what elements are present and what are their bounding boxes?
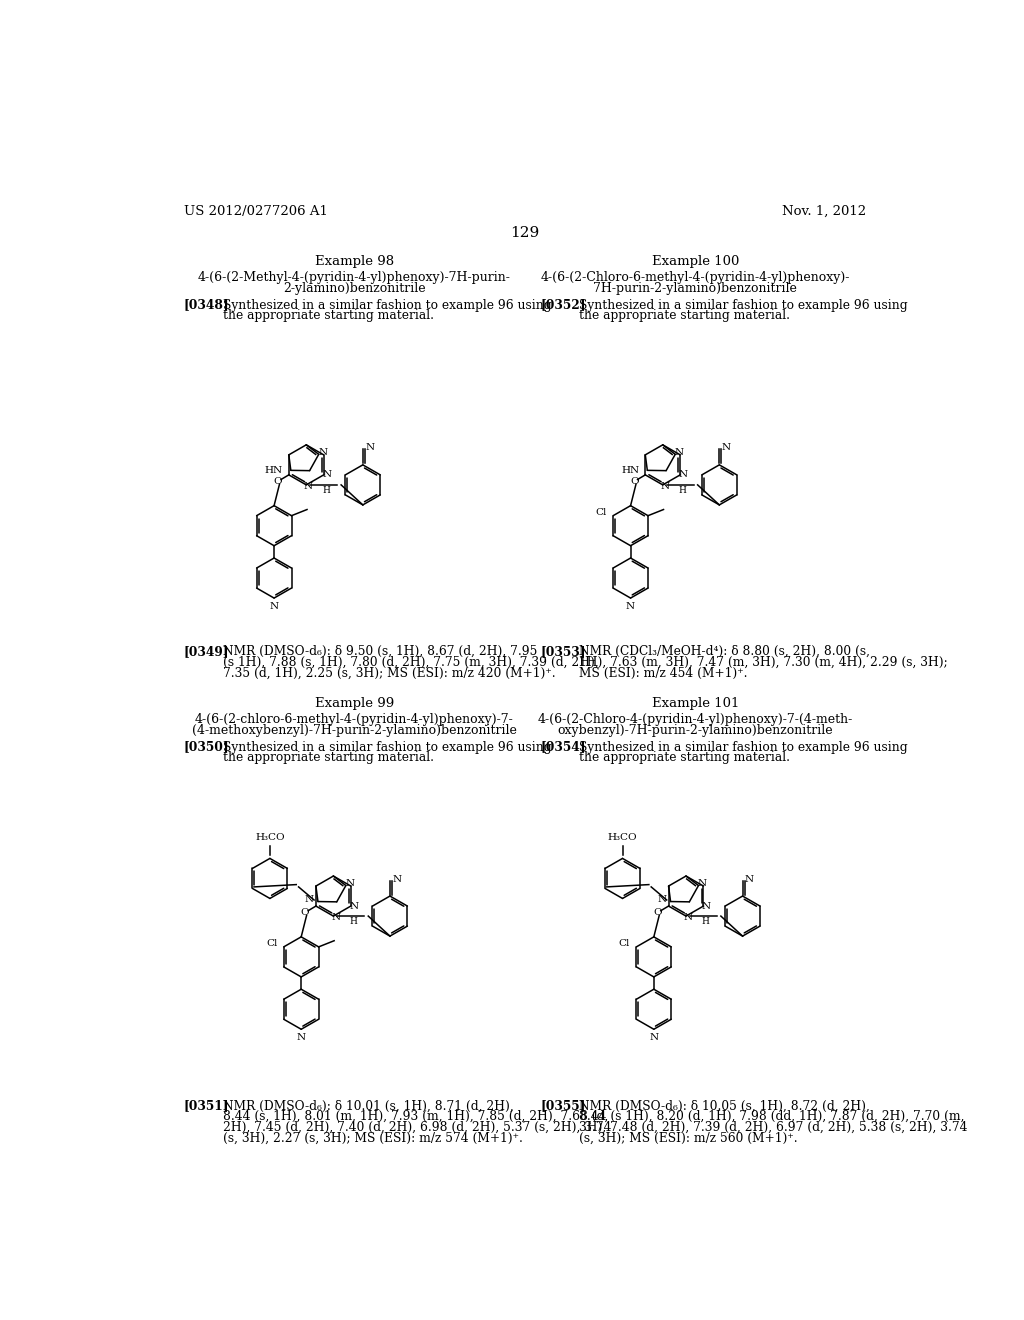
Text: the appropriate starting material.: the appropriate starting material.: [222, 309, 433, 322]
Text: 7.35 (d, 1H), 2.25 (s, 3H); MS (ESI): m/z 420 (M+1)⁺.: 7.35 (d, 1H), 2.25 (s, 3H); MS (ESI): m/…: [222, 667, 555, 680]
Text: oxybenzyl)-7H-purin-2-ylamino)benzonitrile: oxybenzyl)-7H-purin-2-ylamino)benzonitri…: [557, 723, 834, 737]
Text: O: O: [273, 477, 283, 486]
Text: [0350]: [0350]: [183, 741, 229, 754]
Text: 8.44 (s, 1H), 8.01 (m, 1H), 7.93 (m, 1H), 7.85 (d, 2H), 7.68 (d,: 8.44 (s, 1H), 8.01 (m, 1H), 7.93 (m, 1H)…: [222, 1110, 608, 1123]
Text: H: H: [701, 917, 710, 925]
Text: N: N: [697, 879, 707, 888]
Text: O: O: [630, 477, 639, 486]
Text: Nov. 1, 2012: Nov. 1, 2012: [781, 205, 866, 218]
Text: N: N: [745, 875, 754, 883]
Text: N: N: [297, 1034, 306, 1041]
Text: Example 101: Example 101: [651, 697, 739, 710]
Text: N: N: [304, 482, 313, 491]
Text: Synthesized in a similar fashion to example 96 using: Synthesized in a similar fashion to exam…: [222, 298, 551, 312]
Text: 7H-purin-2-ylamino)benzonitrile: 7H-purin-2-ylamino)benzonitrile: [593, 281, 798, 294]
Text: 4-(6-(2-chloro-6-methyl-4-(pyridin-4-yl)phenoxy)-7-: 4-(6-(2-chloro-6-methyl-4-(pyridin-4-yl)…: [195, 713, 514, 726]
Text: 2-ylamino)benzonitrile: 2-ylamino)benzonitrile: [283, 281, 426, 294]
Text: (s, 3H), 2.27 (s, 3H); MS (ESI): m/z 574 (M+1)⁺.: (s, 3H), 2.27 (s, 3H); MS (ESI): m/z 574…: [222, 1131, 522, 1144]
Text: Example 98: Example 98: [314, 256, 394, 268]
Text: NMR (CDCl₃/MeOH-d⁴): δ 8.80 (s, 2H), 8.00 (s,: NMR (CDCl₃/MeOH-d⁴): δ 8.80 (s, 2H), 8.0…: [579, 645, 870, 659]
Text: N: N: [626, 602, 635, 611]
Text: H: H: [679, 486, 686, 495]
Text: Cl: Cl: [618, 940, 630, 948]
Text: Synthesized in a similar fashion to example 96 using: Synthesized in a similar fashion to exam…: [222, 741, 551, 754]
Text: N: N: [366, 444, 375, 453]
Text: (s, 3H); MS (ESI): m/z 560 (M+1)⁺.: (s, 3H); MS (ESI): m/z 560 (M+1)⁺.: [579, 1131, 798, 1144]
Text: 129: 129: [510, 226, 540, 240]
Text: N: N: [392, 875, 401, 883]
Text: [0352]: [0352]: [541, 298, 586, 312]
Text: NMR (DMSO-d₆): δ 10.01 (s, 1H), 8.71 (d, 2H),: NMR (DMSO-d₆): δ 10.01 (s, 1H), 8.71 (d,…: [222, 1100, 513, 1113]
Text: the appropriate starting material.: the appropriate starting material.: [579, 309, 791, 322]
Text: O: O: [301, 908, 309, 916]
Text: N: N: [684, 913, 693, 923]
Text: [0354]: [0354]: [541, 741, 586, 754]
Text: N: N: [649, 1034, 658, 1041]
Text: [0351]: [0351]: [183, 1100, 229, 1113]
Text: N: N: [675, 447, 684, 457]
Text: N: N: [702, 902, 711, 911]
Text: N: N: [679, 470, 688, 479]
Text: MS (ESI): m/z 454 (M+1)⁺.: MS (ESI): m/z 454 (M+1)⁺.: [579, 667, 748, 680]
Text: 1H), 7.63 (m, 3H), 7.47 (m, 3H), 7.30 (m, 4H), 2.29 (s, 3H);: 1H), 7.63 (m, 3H), 7.47 (m, 3H), 7.30 (m…: [579, 656, 948, 669]
Text: H₃CO: H₃CO: [255, 833, 285, 842]
Text: NMR (DMSO-d₆): δ 9.50 (s, 1H), 8.67 (d, 2H), 7.95: NMR (DMSO-d₆): δ 9.50 (s, 1H), 8.67 (d, …: [222, 645, 537, 659]
Text: 3H), 7.48 (d, 2H), 7.39 (d, 2H), 6.97 (d, 2H), 5.38 (s, 2H), 3.74: 3H), 7.48 (d, 2H), 7.39 (d, 2H), 6.97 (d…: [579, 1121, 968, 1134]
Text: N: N: [269, 602, 279, 611]
Text: N: N: [323, 470, 332, 479]
Text: H: H: [349, 917, 357, 925]
Text: N: N: [722, 444, 731, 453]
Text: 4-(6-(2-Methyl-4-(pyridin-4-yl)phenoxy)-7H-purin-: 4-(6-(2-Methyl-4-(pyridin-4-yl)phenoxy)-…: [198, 271, 511, 284]
Text: 2H), 7.45 (d, 2H), 7.40 (d, 2H), 6.98 (d, 2H), 5.37 (s, 2H), 3.74: 2H), 7.45 (d, 2H), 7.40 (d, 2H), 6.98 (d…: [222, 1121, 611, 1134]
Text: N: N: [660, 482, 670, 491]
Text: [0353]: [0353]: [541, 645, 586, 659]
Text: the appropriate starting material.: the appropriate starting material.: [579, 751, 791, 764]
Text: the appropriate starting material.: the appropriate starting material.: [222, 751, 433, 764]
Text: H: H: [323, 486, 330, 495]
Text: HN: HN: [265, 466, 283, 475]
Text: N: N: [305, 895, 314, 904]
Text: Example 100: Example 100: [651, 256, 739, 268]
Text: Example 99: Example 99: [314, 697, 394, 710]
Text: Cl: Cl: [596, 508, 607, 517]
Text: (4-methoxybenzyl)-7H-purin-2-ylamino)benzonitrile: (4-methoxybenzyl)-7H-purin-2-ylamino)ben…: [191, 723, 517, 737]
Text: [0349]: [0349]: [183, 645, 229, 659]
Text: H₃CO: H₃CO: [607, 833, 637, 842]
Text: N: N: [331, 913, 340, 923]
Text: [0348]: [0348]: [183, 298, 229, 312]
Text: Synthesized in a similar fashion to example 96 using: Synthesized in a similar fashion to exam…: [579, 298, 907, 312]
Text: N: N: [345, 879, 354, 888]
Text: HN: HN: [622, 466, 640, 475]
Text: US 2012/0277206 A1: US 2012/0277206 A1: [183, 205, 328, 218]
Text: 4-(6-(2-Chloro-6-methyl-4-(pyridin-4-yl)phenoxy)-: 4-(6-(2-Chloro-6-methyl-4-(pyridin-4-yl)…: [541, 271, 850, 284]
Text: NMR (DMSO-d₆): δ 10.05 (s, 1H), 8.72 (d, 2H),: NMR (DMSO-d₆): δ 10.05 (s, 1H), 8.72 (d,…: [579, 1100, 870, 1113]
Text: N: N: [318, 447, 328, 457]
Text: 8.44 (s 1H), 8.20 (d, 1H), 7.98 (dd, 1H), 7.87 (d, 2H), 7.70 (m,: 8.44 (s 1H), 8.20 (d, 1H), 7.98 (dd, 1H)…: [579, 1110, 965, 1123]
Text: (s 1H), 7.88 (s, 1H), 7.80 (d, 2H), 7.75 (m, 3H), 7.39 (d, 2H),: (s 1H), 7.88 (s, 1H), 7.80 (d, 2H), 7.75…: [222, 656, 598, 669]
Text: Cl: Cl: [266, 940, 278, 948]
Text: N: N: [349, 902, 358, 911]
Text: 4-(6-(2-Chloro-4-(pyridin-4-yl)phenoxy)-7-(4-meth-: 4-(6-(2-Chloro-4-(pyridin-4-yl)phenoxy)-…: [538, 713, 853, 726]
Text: [0355]: [0355]: [541, 1100, 586, 1113]
Text: Synthesized in a similar fashion to example 96 using: Synthesized in a similar fashion to exam…: [579, 741, 907, 754]
Text: O: O: [653, 908, 662, 916]
Text: N: N: [657, 895, 667, 904]
